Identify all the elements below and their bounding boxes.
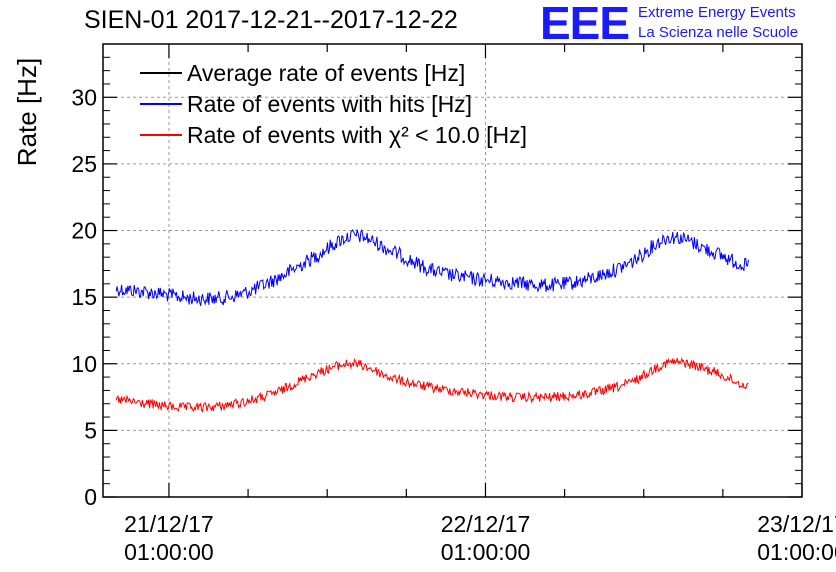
logo-text-line1: Extreme Energy Events xyxy=(638,4,796,21)
legend-label-hits: Rate of events with hits [Hz] xyxy=(187,91,472,117)
y-tick-label: 5 xyxy=(84,417,97,443)
x-tick-label-date: 21/12/17 xyxy=(124,511,214,537)
y-tick-label: 15 xyxy=(71,284,97,310)
legend-label-average: Average rate of events [Hz] xyxy=(187,60,465,86)
eee-logo-mark: EEE xyxy=(540,0,630,49)
y-axis-label: Rate [Hz] xyxy=(12,58,42,166)
y-tick-label: 10 xyxy=(71,351,97,377)
series-line-chi2 xyxy=(115,357,749,413)
y-tick-label: 25 xyxy=(71,151,97,177)
x-tick-label-time: 01:00:00 xyxy=(441,539,531,565)
axes: 05101520253021/12/1701:00:0022/12/1701:0… xyxy=(71,44,836,565)
x-tick-label-date: 23/12/17 xyxy=(757,511,836,537)
y-tick-label: 30 xyxy=(71,84,97,110)
x-tick-label-time: 01:00:00 xyxy=(124,539,214,565)
logo-text-line2: La Scienza nelle Scuole xyxy=(638,24,799,41)
chart-title: SIEN-01 2017-12-21--2017-12-22 xyxy=(84,6,458,34)
eee-logo: EEE Extreme Energy Events La Scienza nel… xyxy=(540,0,832,49)
legend-label-chi2: Rate of events with χ² < 10.0 [Hz] xyxy=(187,122,527,148)
x-tick-label-date: 22/12/17 xyxy=(441,511,531,537)
y-tick-label: 20 xyxy=(71,218,97,244)
legend: Average rate of events [Hz] Rate of event… xyxy=(140,60,527,148)
y-tick-label: 0 xyxy=(84,484,97,510)
x-tick-label-time: 01:00:00 xyxy=(757,539,836,565)
series-line-hits xyxy=(115,228,749,306)
series-lines xyxy=(115,228,749,413)
